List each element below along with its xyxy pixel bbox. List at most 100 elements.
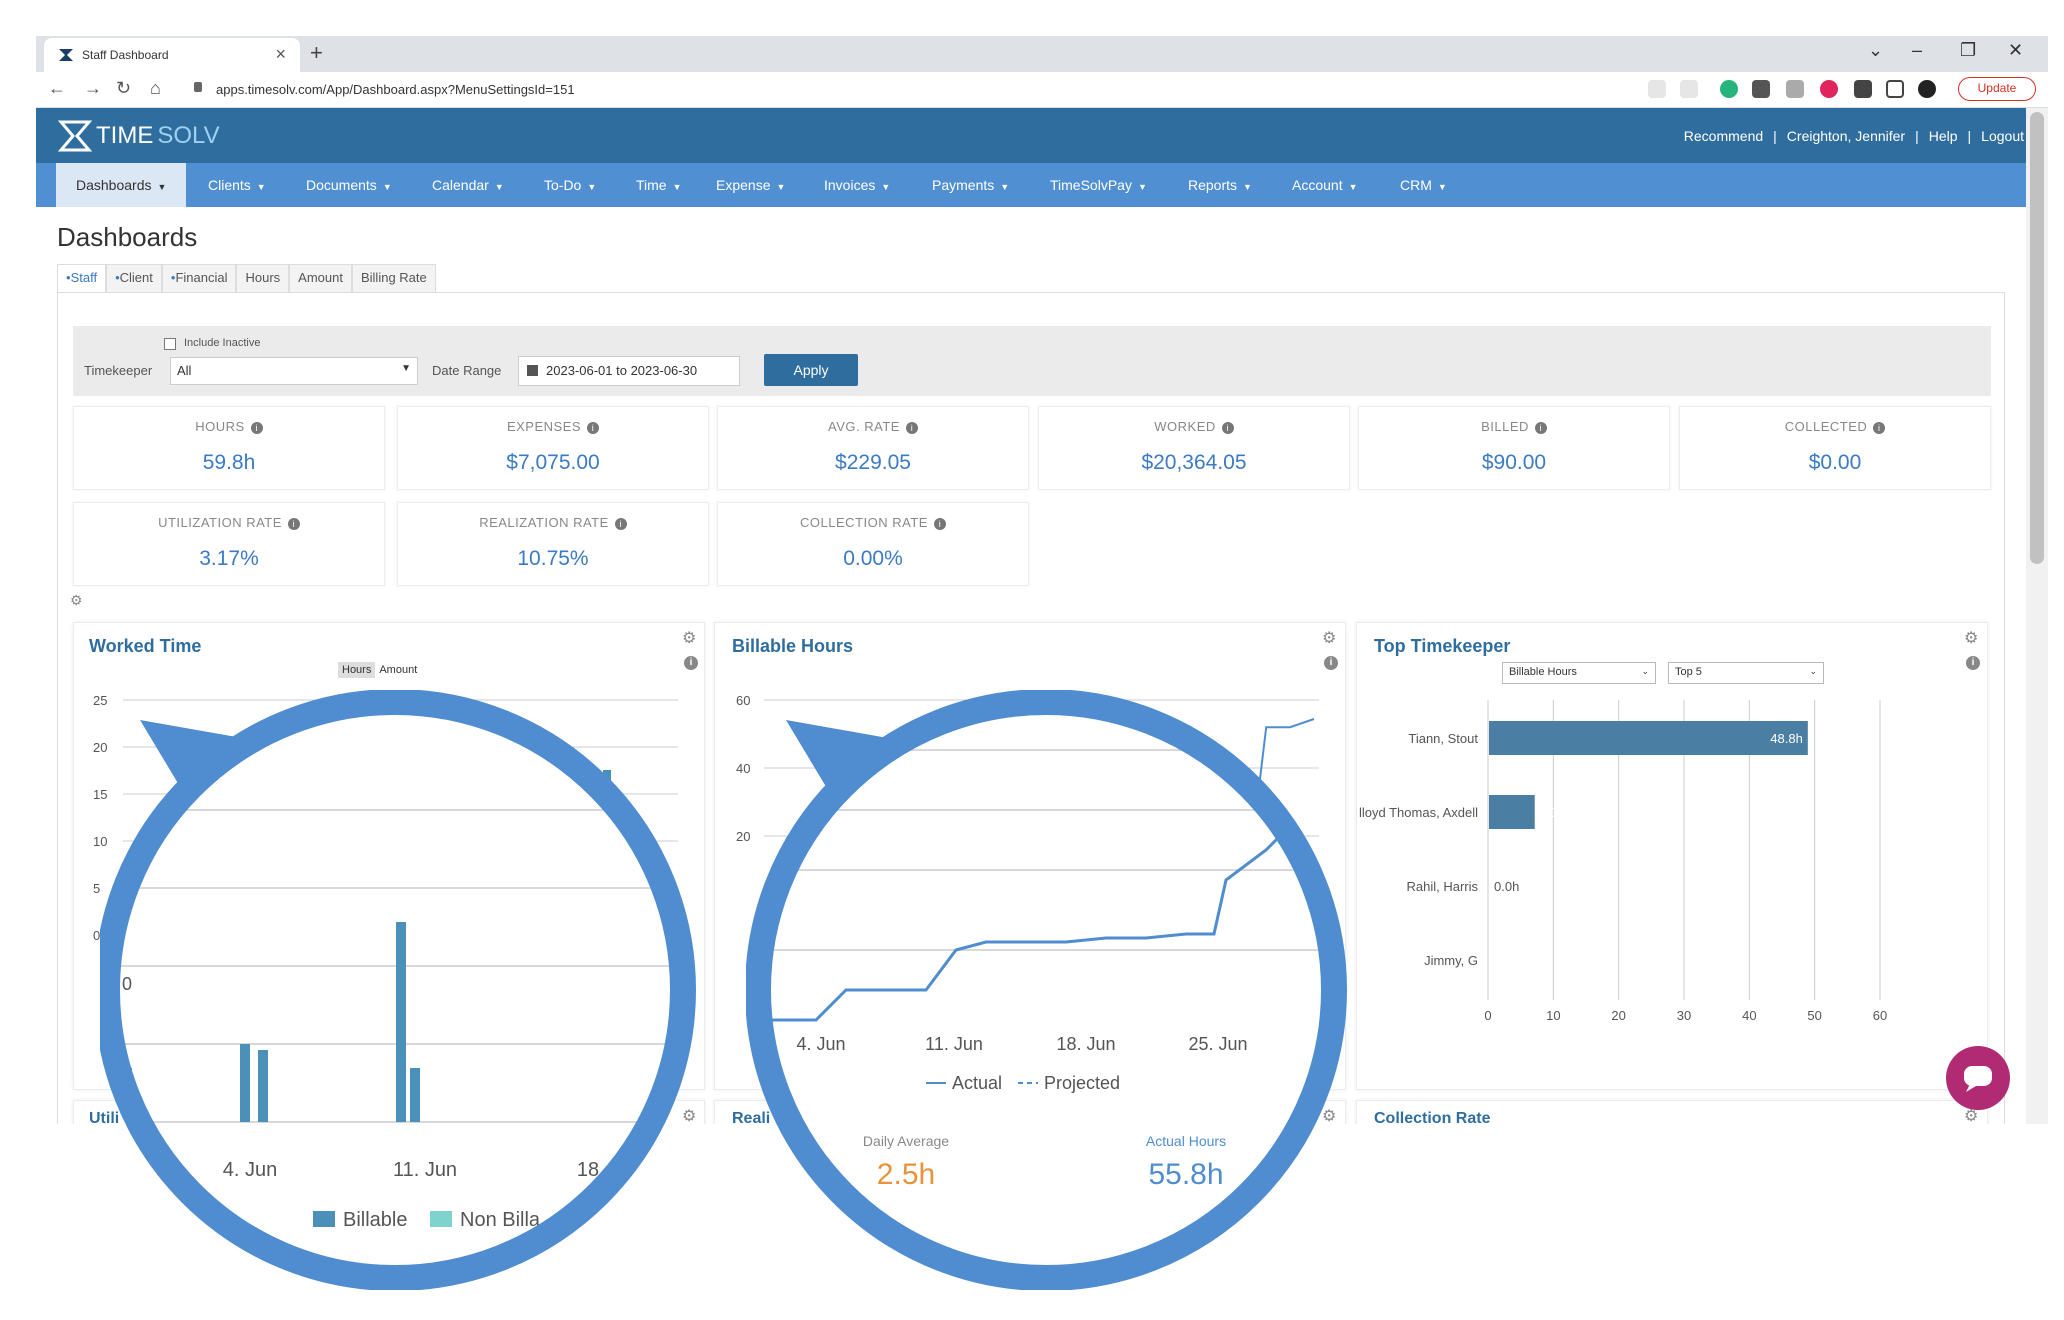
timekeeper-select[interactable]: All ▼ [170,357,418,385]
chevron-down-icon: ⌄ [1641,666,1649,676]
nav-item-dashboards[interactable]: Dashboards ▼ [56,163,187,207]
tab-client[interactable]: •Client [106,264,162,292]
minimize-icon[interactable]: – [1912,40,1923,60]
close-tab-icon[interactable]: × [275,44,286,64]
magnifier-bar [410,1068,420,1122]
recommend-link[interactable]: Recommend [1683,128,1764,144]
nav-item-expense[interactable]: Expense ▼ [716,163,785,207]
top-n-select[interactable]: Top 5 ⌄ [1668,662,1824,684]
nav-item-time[interactable]: Time ▼ [636,163,682,207]
dashboard-tabs: •Staff •Client •Financial Hours Amount B… [57,264,436,292]
bar-data-label: 7.0h [1540,805,1565,820]
info-icon[interactable]: i [905,421,918,434]
legend-nonbillable-label: Non Billa [460,1209,541,1231]
new-tab-button[interactable]: + [310,40,323,65]
browser-tab-active[interactable]: Staff Dashboard × [44,38,300,72]
tab-hours[interactable]: Hours [236,264,290,292]
nav-item-calendar[interactable]: Calendar ▼ [432,163,504,207]
kpi-expenses: EXPENSES i $7,075.00 [397,406,709,490]
kpi-value: 3.17% [199,547,259,570]
sidepanel-icon[interactable] [1886,80,1904,98]
y-tick-label: 10 [93,834,107,849]
actual-hours-value: 55.8h [1148,1158,1223,1191]
tab-amount[interactable]: Amount [289,264,352,292]
y-tick-label: 0 [93,928,100,943]
caret-down-icon: ▼ [1437,182,1447,192]
metric-select[interactable]: Billable Hours ⌄ [1502,662,1656,684]
caret-down-icon: ▼ [1137,182,1147,192]
collection-rate-gear-icon[interactable]: ⚙ [1964,1108,1979,1125]
scrollbar-thumb[interactable] [2030,112,2044,564]
close-window-icon[interactable]: ✕ [2008,40,2024,60]
tab-search-icon[interactable]: ⌄ [1868,40,1884,60]
reload-icon[interactable]: ↻ [116,78,132,98]
magnifier-lens [758,702,1334,1278]
legend-projected-label: Projected [1044,1073,1120,1093]
nav-item-clients[interactable]: Clients ▼ [208,163,266,207]
info-icon[interactable]: i [1873,421,1886,434]
caret-down-icon: ▼ [881,182,891,192]
info-icon[interactable]: i [587,421,600,434]
tab-financial[interactable]: •Financial [161,264,237,292]
share-icon[interactable] [1648,80,1666,98]
help-link[interactable]: Help [1928,128,1958,144]
extensions-puzzle-icon[interactable] [1854,80,1872,98]
top-timekeeper-gear-icon[interactable]: ⚙ [1964,630,1979,647]
grammarly-extension-icon[interactable] [1720,80,1738,98]
y-tick-label: 15 [93,787,107,802]
worked-time-gear-icon[interactable]: ⚙ [682,630,697,647]
kpi-utilization-rate: UTILIZATION RATE i 3.17% [73,502,385,586]
nav-item-account[interactable]: Account ▼ [1292,163,1358,207]
caret-down-icon: ▼ [157,182,167,192]
billable-hours-info-icon[interactable]: i [1324,656,1338,670]
forward-icon[interactable]: → [84,78,102,98]
restore-icon[interactable]: ❐ [1960,40,1977,60]
extension-icon[interactable] [1786,80,1804,98]
extension-icon[interactable] [1752,80,1770,98]
tab-staff[interactable]: •Staff [57,264,107,292]
info-icon[interactable]: i [1534,421,1547,434]
info-icon[interactable]: i [1221,421,1234,434]
user-name-link[interactable]: Creighton, Jennifer [1786,128,1906,144]
pinterest-extension-icon[interactable] [1820,80,1838,98]
lock-icon [194,82,202,92]
nav-item-payments[interactable]: Payments ▼ [932,163,1009,207]
info-icon[interactable]: i [287,517,300,530]
nav-item-crm[interactable]: CRM ▼ [1400,163,1447,207]
actual-hours-label: Actual Hours [1146,1133,1226,1149]
layout-settings-gear-icon[interactable]: ⚙ [70,592,83,608]
top-timekeeper-info-icon[interactable]: i [1966,656,1980,670]
url-field[interactable]: apps.timesolv.com/App/Dashboard.aspx?Men… [216,82,575,97]
billable-hours-gear-icon[interactable]: ⚙ [1322,630,1337,647]
home-icon[interactable]: ⌂ [150,78,161,98]
nav-item-timesolvpay[interactable]: TimeSolvPay ▼ [1050,163,1147,207]
top-timekeeper-title: Top Timekeeper [1374,636,1511,656]
info-icon[interactable]: i [933,517,946,530]
realization-gear-icon[interactable]: ⚙ [1322,1108,1337,1125]
nav-item-documents[interactable]: Documents ▼ [306,163,392,207]
bookmark-star-icon[interactable] [1680,80,1698,98]
date-range-label: Date Range [432,363,502,378]
nav-item-todo[interactable]: To-Do ▼ [544,163,596,207]
legend-actual-label: Actual [952,1073,1002,1093]
profile-avatar-icon[interactable] [1918,80,1936,98]
nav-item-reports[interactable]: Reports ▼ [1188,163,1252,207]
toggle-hours[interactable]: Hours [338,662,376,678]
utilization-gear-icon[interactable]: ⚙ [682,1108,697,1125]
y-tick-label: 40 [736,761,750,776]
worked-time-info-icon[interactable]: i [684,656,698,670]
back-icon[interactable]: ← [48,78,66,98]
nav-item-invoices[interactable]: Invoices ▼ [824,163,890,207]
apply-button[interactable]: Apply [764,354,858,386]
info-icon[interactable]: i [250,421,263,434]
timesolv-logo[interactable]: TIME SOLV [58,116,220,156]
include-inactive-checkbox[interactable] [164,338,176,350]
date-range-field[interactable]: 2023-06-01 to 2023-06-30 [518,356,740,386]
logout-link[interactable]: Logout [1981,128,2024,144]
info-icon[interactable]: i [614,517,627,530]
tab-billing-rate[interactable]: Billing Rate [351,264,436,292]
toggle-amount[interactable]: Amount [379,664,418,676]
browser-update-button[interactable]: Update [1958,77,2036,101]
magnifier-x-tick: 18. Jun [1056,1034,1115,1054]
chat-widget-button[interactable] [1946,1046,2010,1110]
